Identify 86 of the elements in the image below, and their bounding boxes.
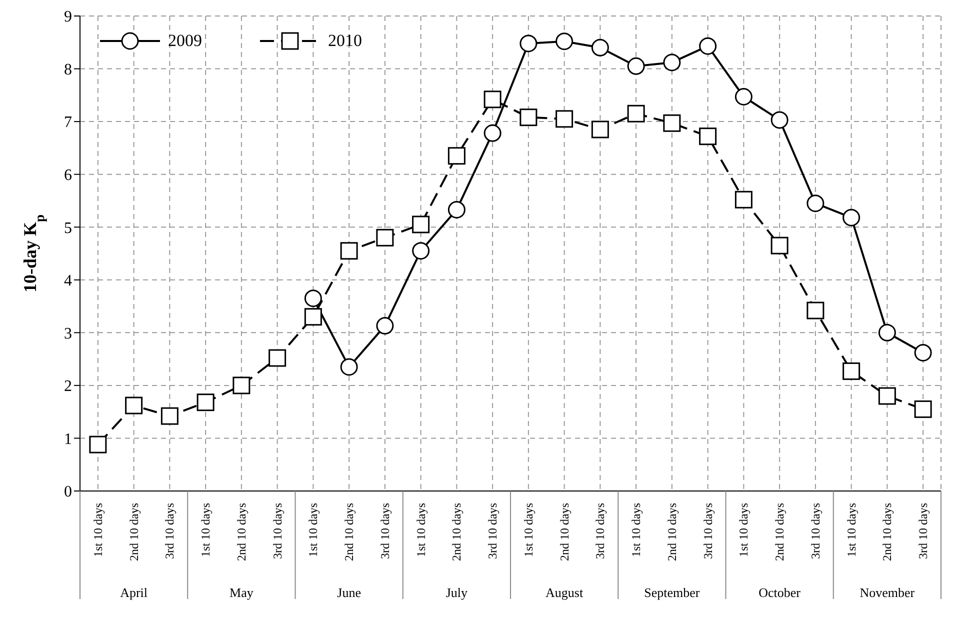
text: September <box>644 585 700 600</box>
point <box>627 104 645 122</box>
point <box>556 110 574 128</box>
point <box>770 111 788 129</box>
point <box>663 54 681 72</box>
x-tick-label: 1st 10 days <box>414 502 428 557</box>
point <box>734 88 752 106</box>
point <box>412 216 430 234</box>
text: July <box>446 585 468 600</box>
point <box>160 407 178 425</box>
point <box>376 228 394 246</box>
point <box>842 362 860 380</box>
point <box>914 400 932 418</box>
y-tick-label: 5 <box>64 220 72 237</box>
x-tick-label: 2nd 10 days <box>880 502 894 561</box>
point <box>806 194 824 212</box>
point <box>914 344 932 362</box>
point <box>412 242 430 260</box>
point <box>520 108 538 126</box>
x-tick-label: 1st 10 days <box>736 502 751 557</box>
point <box>878 324 896 342</box>
point <box>304 290 322 308</box>
point <box>770 236 788 254</box>
x-tick-label: 1st 10 days <box>629 502 644 557</box>
y-tick-label: 7 <box>64 114 72 132</box>
y-tick-label: 0 <box>64 484 72 501</box>
text: October <box>758 585 802 600</box>
point <box>484 90 502 108</box>
x-tick-label: 3rd 10 days <box>916 502 930 559</box>
x-tick-label: 3rd 10 days <box>700 502 715 559</box>
point <box>196 394 214 412</box>
x-tick-label: 1st 10 days <box>306 502 320 557</box>
y-tick-label: 4 <box>64 272 72 290</box>
y-tick-label: 6 <box>64 167 72 184</box>
text: May <box>230 585 254 600</box>
point <box>304 308 322 326</box>
point <box>842 208 860 226</box>
legend-label: 2009 <box>168 31 202 50</box>
point <box>448 147 466 165</box>
point <box>448 200 466 218</box>
point <box>734 190 752 208</box>
text: November <box>860 585 916 600</box>
point <box>520 34 538 52</box>
point <box>591 120 609 138</box>
point <box>376 317 394 335</box>
x-tick-label: 2nd 10 days <box>772 502 787 561</box>
x-tick-label: 3rd 10 days <box>270 502 284 559</box>
x-tick-label: 2nd 10 days <box>664 502 679 561</box>
x-tick-label: 2nd 10 days <box>557 502 572 561</box>
text: April <box>120 585 148 600</box>
point <box>268 349 286 367</box>
x-tick-label: 1st 10 days <box>521 502 536 557</box>
legend-label: 2010 <box>328 31 362 50</box>
y-tick-label: 2 <box>64 378 72 396</box>
point <box>125 396 143 414</box>
point <box>699 37 717 55</box>
y-tick-label: 9 <box>64 8 72 26</box>
point <box>484 124 502 142</box>
x-tick-label: 1st 10 days <box>90 502 105 557</box>
x-tick-label: 1st 10 days <box>198 502 213 557</box>
point <box>699 128 717 146</box>
x-tick-label: 1st 10 days <box>844 502 858 557</box>
x-tick-label: 2nd 10 days <box>126 502 141 561</box>
point <box>878 387 896 405</box>
x-tick-label: 3rd 10 days <box>593 502 608 559</box>
x-tick-label: 2nd 10 days <box>450 502 464 561</box>
point <box>340 242 358 260</box>
x-tick-label: 3rd 10 days <box>378 502 392 559</box>
text: June <box>337 585 362 600</box>
point <box>591 38 609 56</box>
y-tick-label: 1 <box>64 430 72 448</box>
x-tick-label: 3rd 10 days <box>808 502 822 559</box>
x-tick-label: 2nd 10 days <box>234 502 248 561</box>
y-tick-label: 8 <box>64 61 72 78</box>
point <box>556 32 574 50</box>
y-tick-label: 3 <box>64 325 72 342</box>
x-tick-label: 3rd 10 days <box>162 502 177 559</box>
point <box>232 376 250 394</box>
point <box>627 57 645 75</box>
text: August <box>546 585 584 600</box>
point <box>663 114 681 132</box>
point <box>340 358 358 376</box>
x-tick-label: 2nd 10 days <box>342 502 356 561</box>
point <box>89 436 107 454</box>
point <box>806 302 824 320</box>
x-tick-label: 3rd 10 days <box>486 502 500 559</box>
